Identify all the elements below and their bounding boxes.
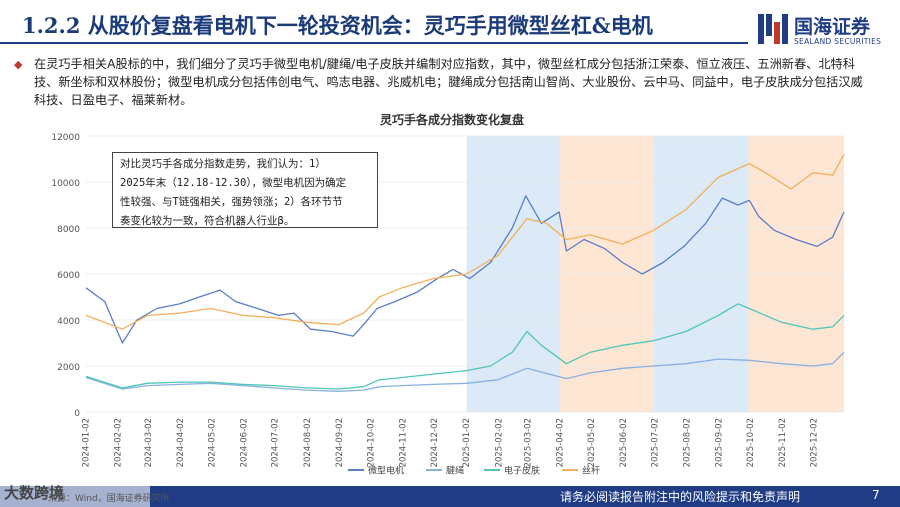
x-tick-label: 2025-05-02 xyxy=(587,418,597,467)
annotation-line-4: 奏变化较为一致，符合机器人行业β。 xyxy=(120,215,295,227)
logo-mark-icon xyxy=(758,14,788,44)
annotation-box: 对比灵巧手各成分指数走势，我们认为：1） 2025年末（12.18-12.30）… xyxy=(112,152,378,228)
x-tick-label: 2025-09-02 xyxy=(715,418,725,467)
x-tick-label: 2025-08-02 xyxy=(682,418,692,467)
x-tick-label: 2025-06-02 xyxy=(619,418,629,467)
footer-left-fade xyxy=(0,486,150,507)
title-divider xyxy=(0,42,748,44)
chart-title: 灵巧手各成分指数变化复盘 xyxy=(380,112,524,127)
chart-legend: 微型电机 腱绳 电子皮肤 丝杆 xyxy=(348,465,600,477)
series-lines xyxy=(85,154,845,392)
logo-text-en: SEALAND SECURITIES xyxy=(794,37,882,46)
x-tick-label: 2025-07-02 xyxy=(650,418,660,467)
watermark: 大数跨境 xyxy=(4,484,65,502)
page-number: 7 xyxy=(872,488,880,502)
x-tick-label: 2024-04-02 xyxy=(176,418,186,467)
index-chart: 灵巧手各成分指数变化复盘 0 2000 4000 6000 8000 10000 12000… xyxy=(51,112,845,477)
x-tick-label: 2025-04-02 xyxy=(556,418,566,467)
source-note: 来源：Wind，国海证券研究所 xyxy=(48,494,170,504)
x-tick-label: 2024-09-02 xyxy=(335,418,345,467)
legend-label-1: 微型电机 xyxy=(368,465,404,477)
y-tick-label: 2000 xyxy=(57,363,80,373)
footer-bar xyxy=(0,486,900,507)
x-tick-label: 2024-11-02 xyxy=(399,418,409,467)
annotation-line-2: 2025年末（12.18-12.30），微型电机因为确定 xyxy=(120,177,347,189)
x-tick-label: 2024-03-02 xyxy=(144,418,154,467)
annotation-line-1: 对比灵巧手各成分指数走势，我们认为：1） xyxy=(120,158,326,170)
series-line-3 xyxy=(85,303,845,390)
series-line-2 xyxy=(85,351,845,392)
legend-label-4: 丝杆 xyxy=(582,465,600,477)
y-tick-label: 4000 xyxy=(57,317,80,327)
annotation-line-3: 性较强、与T链强相关，强势领涨；2）各环节节 xyxy=(120,196,343,208)
series-line-4 xyxy=(85,154,845,330)
page-title: 1.2.2 从股价复盘看电机下一轮投资机会：灵巧手用微型丝杠&电机 xyxy=(22,13,653,38)
series-line-1 xyxy=(85,195,845,344)
legend-label-2: 腱绳 xyxy=(446,465,464,477)
company-logo: 国海证券 SEALAND SECURITIES xyxy=(758,12,888,52)
x-tick-label: 2024-08-02 xyxy=(303,418,313,467)
x-tick-label: 2024-07-02 xyxy=(271,418,281,467)
x-tick-label: 2024-06-02 xyxy=(240,418,250,467)
legend-label-3: 电子皮肤 xyxy=(504,465,540,477)
y-tick-label: 6000 xyxy=(57,271,80,281)
bullet-diamond-icon: ◆ xyxy=(14,58,23,71)
x-axis-ticks: 2024-01-02 2024-02-02 2024-03-02 2024-04-02… xyxy=(82,418,820,467)
y-tick-label: 0 xyxy=(74,409,80,419)
x-tick-label: 2025-11-02 xyxy=(778,418,788,467)
x-tick-label: 2025-02-02 xyxy=(494,418,504,467)
x-tick-label: 2025-12-02 xyxy=(809,418,819,467)
logo-text-cn: 国海证券 xyxy=(794,16,871,38)
x-tick-label: 2024-12-02 xyxy=(430,418,440,467)
y-tick-label: 8000 xyxy=(57,225,80,235)
x-tick-label: 2024-10-02 xyxy=(366,418,376,467)
x-tick-label: 2025-03-02 xyxy=(523,418,533,467)
x-tick-label: 2025-01-02 xyxy=(462,418,472,467)
disclaimer-text: 请务必阅读报告附注中的风险提示和免责声明 xyxy=(560,490,801,504)
gridlines xyxy=(86,135,844,413)
x-tick-label: 2024-01-02 xyxy=(82,418,92,467)
y-tick-label: 12000 xyxy=(51,133,80,143)
y-axis-ticks: 0 2000 4000 6000 8000 10000 12000 xyxy=(51,133,80,419)
intro-paragraph: 在灵巧手相关A股标的中，我们细分了灵巧手微型电机/腱绳/电子皮肤并编制对应指数，… xyxy=(34,57,863,107)
x-tick-label: 2024-05-02 xyxy=(207,418,217,467)
x-tick-label: 2024-02-02 xyxy=(114,418,124,467)
x-tick-label: 2025-10-02 xyxy=(746,418,756,467)
y-tick-label: 10000 xyxy=(51,179,80,189)
